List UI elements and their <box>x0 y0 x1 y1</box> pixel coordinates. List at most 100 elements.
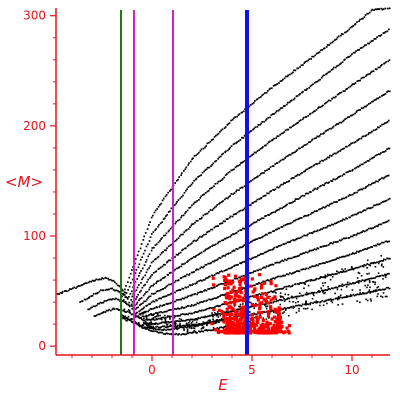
data-point <box>124 296 127 298</box>
data-point <box>371 100 373 103</box>
data-point <box>216 284 219 287</box>
data-point <box>258 198 260 200</box>
data-point <box>318 229 321 232</box>
data-point <box>217 312 219 315</box>
data-point <box>221 282 223 285</box>
data-point <box>214 182 217 185</box>
data-point <box>203 322 206 325</box>
data-point <box>210 187 213 190</box>
data-point <box>281 107 284 109</box>
data-point <box>193 303 196 306</box>
data-point <box>197 291 199 294</box>
data-point <box>220 129 223 132</box>
data-point <box>363 105 366 108</box>
data-point <box>370 157 373 160</box>
data-point <box>383 31 386 34</box>
data-point <box>139 309 142 312</box>
highlight-point <box>238 282 242 287</box>
data-point <box>218 283 220 286</box>
data-point <box>349 268 352 271</box>
data-point <box>302 252 305 255</box>
data-point <box>216 304 219 307</box>
data-point <box>192 318 194 321</box>
data-point <box>200 195 203 198</box>
highlight-point <box>267 322 271 326</box>
data-point <box>299 217 302 219</box>
highlight-point <box>223 275 227 280</box>
data-point <box>193 327 196 330</box>
data-point <box>364 75 367 78</box>
data-point <box>267 265 270 268</box>
data-point <box>305 267 308 270</box>
data-point <box>158 289 161 292</box>
data-point <box>253 200 256 203</box>
data-point <box>187 286 190 288</box>
highlight-point <box>250 302 254 307</box>
data-point <box>166 324 168 327</box>
data-point <box>241 246 243 249</box>
highlight-point <box>256 311 261 315</box>
data-point <box>370 71 372 74</box>
data-point <box>279 260 282 263</box>
highlight-point <box>226 324 230 328</box>
data-point <box>326 100 329 103</box>
data-point <box>229 195 231 197</box>
data-point <box>356 250 358 253</box>
data-point <box>350 214 353 217</box>
data-point <box>317 135 320 138</box>
data-point <box>251 295 254 297</box>
data-point <box>207 319 210 322</box>
data-point <box>249 130 252 133</box>
data-point <box>376 243 379 245</box>
data-point <box>330 69 333 71</box>
data-point <box>174 300 177 303</box>
data-point <box>382 222 385 224</box>
data-point <box>307 303 310 306</box>
data-point <box>118 290 120 293</box>
data-point <box>126 320 128 322</box>
data-point <box>361 188 364 191</box>
data-point <box>219 318 221 321</box>
data-point <box>170 320 173 323</box>
data-point <box>305 214 308 217</box>
data-point <box>277 275 280 278</box>
data-point <box>372 227 374 229</box>
data-point <box>152 300 155 303</box>
data-point <box>312 189 314 192</box>
data-point <box>351 252 354 254</box>
data-point <box>282 224 285 227</box>
data-point <box>154 316 157 318</box>
data-point <box>180 276 183 279</box>
data-point <box>272 230 274 233</box>
data-point <box>182 214 185 217</box>
data-point <box>358 281 360 284</box>
data-point <box>56 293 59 295</box>
highlight-point <box>256 317 260 321</box>
data-point <box>100 312 103 315</box>
data-point <box>193 201 196 204</box>
data-point <box>358 293 360 296</box>
data-point <box>140 308 143 311</box>
highlight-point <box>214 328 218 332</box>
data-point <box>336 272 338 275</box>
data-point <box>97 291 99 294</box>
data-point <box>345 296 348 299</box>
data-point <box>201 171 204 174</box>
data-point <box>215 320 218 323</box>
data-point <box>272 248 275 250</box>
data-point <box>248 225 251 227</box>
data-point <box>205 329 208 331</box>
highlight-point <box>275 323 280 327</box>
data-point <box>173 316 176 319</box>
data-point <box>315 230 318 233</box>
data-point <box>375 180 377 183</box>
highlight-point <box>225 322 229 326</box>
data-point <box>201 234 204 237</box>
data-point <box>304 293 307 296</box>
data-point <box>276 275 279 278</box>
data-point <box>136 315 139 318</box>
data-point <box>286 223 288 226</box>
data-point <box>346 29 349 32</box>
data-point <box>167 245 170 248</box>
data-point <box>261 147 263 149</box>
